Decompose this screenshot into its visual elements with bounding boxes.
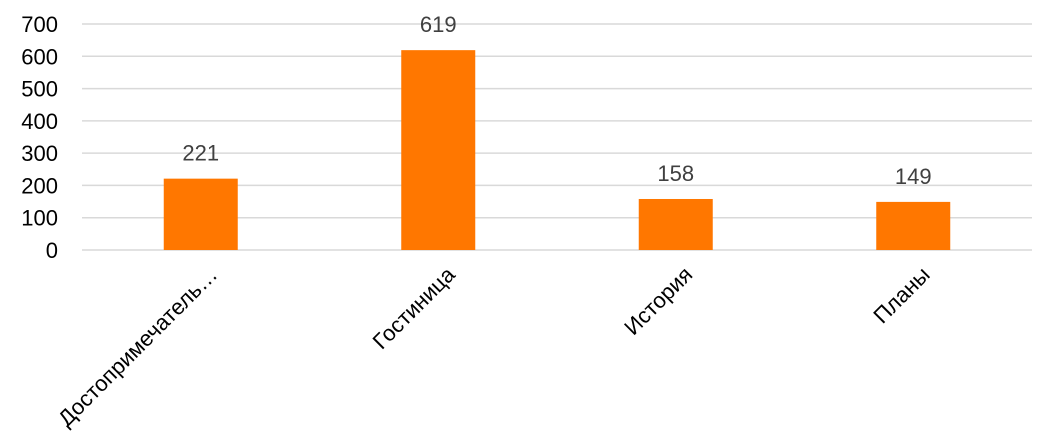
category-label: Планы bbox=[868, 262, 934, 328]
category-label: Гостиница bbox=[368, 261, 461, 354]
y-tick-label: 0 bbox=[46, 238, 58, 263]
data-label: 149 bbox=[895, 164, 932, 189]
y-tick-label: 200 bbox=[21, 173, 58, 198]
category-label: Достопримечатель… bbox=[53, 262, 222, 431]
y-tick-label: 100 bbox=[21, 206, 58, 231]
bar bbox=[876, 201, 951, 250]
data-label: 619 bbox=[420, 12, 457, 37]
y-tick-label: 700 bbox=[21, 12, 58, 37]
bar-layer bbox=[163, 50, 951, 250]
y-tick-label: 400 bbox=[21, 109, 58, 134]
data-label: 221 bbox=[182, 141, 219, 166]
category-label: История bbox=[619, 262, 697, 340]
bar bbox=[401, 50, 476, 250]
bar bbox=[638, 198, 713, 250]
y-tick-label: 600 bbox=[21, 44, 58, 69]
y-tick-label: 500 bbox=[21, 77, 58, 102]
bar bbox=[163, 178, 238, 250]
y-axis-ticks: 0 100 200 300 400 500 600 700 bbox=[21, 12, 58, 263]
data-label-layer: 221 619 158 149 bbox=[182, 12, 931, 189]
grid-layer bbox=[82, 23, 1032, 251]
data-label: 158 bbox=[657, 161, 694, 186]
y-tick-label: 300 bbox=[21, 141, 58, 166]
category-label-layer: Достопримечатель… Гостиница История Планы bbox=[53, 261, 935, 431]
